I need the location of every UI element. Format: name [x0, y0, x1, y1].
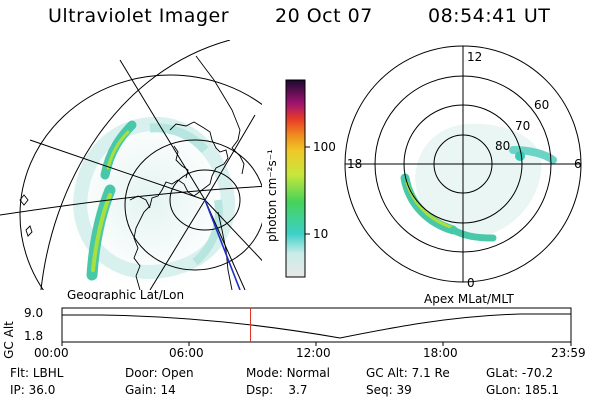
colorbar-unit-label: photon cm⁻²s⁻¹ [265, 149, 279, 242]
info-filter-label: Flt: [10, 366, 29, 380]
info-door-label: Door: [125, 366, 158, 380]
timeline-frame [61, 307, 572, 343]
info-door: Door: Open [125, 366, 194, 380]
lat-label-60: 60 [534, 98, 549, 112]
instrument-title: Ultraviolet Imager [48, 5, 230, 27]
info-glat-label: GLat: [486, 366, 519, 380]
info-mode-value: Normal [286, 366, 330, 380]
timeline-ytick-top: 9.0 [24, 306, 43, 320]
colorbar-tick-label-100: 100 [313, 140, 336, 154]
timeline-ytick-bottom: 1.8 [24, 329, 43, 343]
auroral-oval-glow [62, 108, 238, 290]
info-glon: GLon: 185.1 [486, 383, 559, 397]
lat-label-70: 70 [515, 119, 530, 133]
info-gain-label: Gain: [125, 383, 157, 397]
info-ip: IP: 36.0 [10, 383, 55, 397]
lat-lon-grid [0, 40, 262, 290]
info-mode-label: Mode: [246, 366, 283, 380]
info-ip-label: IP: [10, 383, 25, 397]
info-dsp-label: Dsp: [246, 383, 274, 397]
lat-label-80: 80 [495, 139, 510, 153]
info-gc-alt-label: GC Alt: [366, 366, 408, 380]
info-glon-value: 185.1 [524, 383, 559, 397]
colorbar-gradient [285, 79, 306, 278]
info-glat: GLat: -70.2 [486, 366, 553, 380]
time-readout: 08:54:41 UT [428, 5, 551, 27]
mlt-label-6: 6 [574, 157, 582, 171]
altitude-timeline: GC Alt 9.0 1.8 [2, 306, 572, 359]
timeline-ylabel: GC Alt [2, 321, 16, 359]
right-caption: Apex MLat/MLT [424, 292, 514, 306]
polar-grid [344, 45, 582, 283]
coastlines [19, 55, 245, 290]
info-door-value: Open [161, 366, 194, 380]
color-scale: photon cm⁻²s⁻¹ [265, 79, 310, 278]
timeline-xtick-3: 18:00 [423, 346, 458, 360]
geographic-map: Geographic Lat/Lon [0, 40, 262, 300]
altitude-curve [62, 313, 571, 339]
timeline-xtick-1: 06:00 [169, 346, 204, 360]
terminator-line [204, 199, 241, 290]
info-glat-value: -70.2 [521, 366, 553, 380]
colorbar-tick-label-10: 10 [313, 227, 329, 241]
info-seq-label: Seq: [366, 383, 393, 397]
mlt-label-0: 0 [467, 276, 475, 290]
info-seq: Seq: 39 [366, 383, 412, 397]
date-readout: 20 Oct 07 [275, 5, 373, 27]
polar-arc-midnight [449, 226, 497, 242]
timeline-xtick-4: 23:59 [551, 346, 586, 360]
info-ip-value: 36.0 [28, 383, 56, 397]
info-filter-value: LBHL [32, 366, 64, 380]
info-gain-value: 14 [160, 383, 176, 397]
info-glon-label: GLon: [486, 383, 521, 397]
timeline-xtick-0: 00:00 [34, 346, 69, 360]
info-dsp-value: 3.7 [288, 383, 308, 397]
info-gc-alt: GC Alt: 7.1 Re [366, 366, 450, 380]
mlt-label-12: 12 [467, 50, 482, 64]
info-mode: Mode: Normal [246, 366, 330, 380]
info-gain: Gain: 14 [125, 383, 176, 397]
timeline-xtick-2: 12:00 [296, 346, 331, 360]
mlt-label-18: 18 [347, 157, 362, 171]
info-gc-alt-value: 7.1 Re [411, 366, 450, 380]
info-seq-value: 39 [396, 383, 412, 397]
left-caption: Geographic Lat/Lon [67, 288, 184, 300]
info-filter: Flt: LBHL [10, 366, 63, 380]
polar-mlat-mlt-plot: 12 18 6 0 60 70 80 [344, 45, 582, 290]
info-dsp: Dsp: 3.7 [246, 383, 308, 397]
